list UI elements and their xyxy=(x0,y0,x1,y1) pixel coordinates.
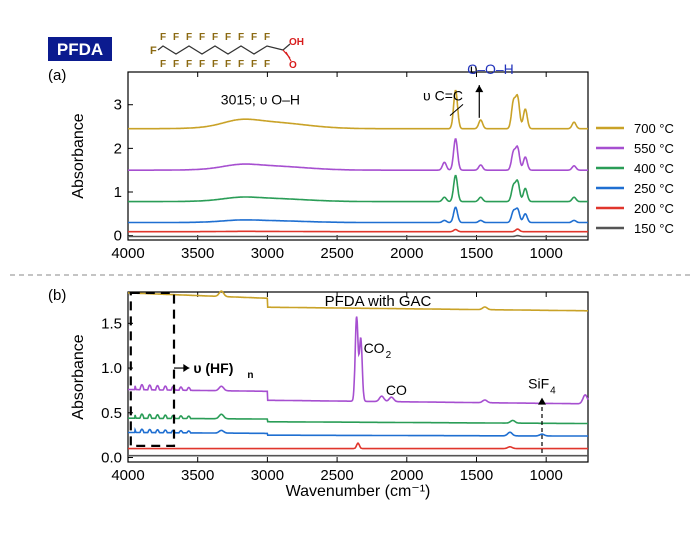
panel-label: (a) xyxy=(48,67,66,84)
series-line-b xyxy=(128,413,588,425)
series-line-a xyxy=(128,228,588,233)
annotation-sif4-sub: 4 xyxy=(550,386,556,397)
x-tick-label: 4000 xyxy=(111,245,144,262)
series-line-a xyxy=(128,138,588,171)
annotation-hf-sub: n xyxy=(247,370,253,381)
y-tick-label: 1.5 xyxy=(101,315,122,332)
x-tick-label: 1000 xyxy=(529,467,562,484)
y-tick-label: 2 xyxy=(114,140,122,157)
panel-a: 4000 3500 3000 2500 2000 1500 1000 0 1 2 3 Absorban… xyxy=(48,61,674,262)
x-tick-label: 3000 xyxy=(251,245,284,262)
molecule-f-bottom: F xyxy=(225,59,231,70)
series-line-b xyxy=(128,316,589,405)
molecule-f-top: F xyxy=(212,32,218,43)
annotation-cc: υ C=C xyxy=(423,87,463,103)
x-tick-label: 2000 xyxy=(390,245,423,262)
plot-frame xyxy=(127,291,589,463)
molecule-f-top: F xyxy=(199,32,205,43)
x-tick-label: 2500 xyxy=(320,467,353,484)
series-line-a xyxy=(128,89,588,130)
molecule-f-bottom: F xyxy=(199,59,205,70)
series-line-b xyxy=(128,427,588,437)
annotation-co: CO xyxy=(386,382,407,398)
series-line-b xyxy=(128,290,588,312)
legend-label: 200 °C xyxy=(634,201,674,216)
annotation-co2: CO xyxy=(364,340,385,356)
plot-frame xyxy=(127,71,589,241)
legend-label: 400 °C xyxy=(634,161,674,176)
x-tick-label: 1500 xyxy=(460,467,493,484)
molecule-f-top: F xyxy=(186,32,192,43)
legend-label: 700 °C xyxy=(634,121,674,136)
molecule-f-bottom: F xyxy=(238,59,244,70)
molecule-oh: OH xyxy=(289,37,304,48)
x-tick-label: 3000 xyxy=(251,467,284,484)
series-line-a xyxy=(128,174,588,203)
molecule-f-bottom: F xyxy=(186,59,192,70)
legend-label: 150 °C xyxy=(634,221,674,236)
molecule-f-bottom: F xyxy=(160,59,166,70)
y-tick-label: 1.0 xyxy=(101,360,122,377)
molecule-f-bottom: F xyxy=(264,59,270,70)
annotation-coh: C–O–H xyxy=(467,61,514,77)
molecule-f-top: F xyxy=(238,32,244,43)
y-tick-label: 0 xyxy=(114,228,122,245)
panel-b-title: PFDA with GAC xyxy=(325,293,432,310)
annotation-sif4: SiF xyxy=(528,376,549,392)
x-tick-label: 1000 xyxy=(529,245,562,262)
molecule-f-top: F xyxy=(251,32,257,43)
series-line-a xyxy=(128,206,588,224)
y-tick-label: 0.5 xyxy=(101,405,122,422)
molecule-f-top: F xyxy=(225,32,231,43)
annotation-co2-sub: 2 xyxy=(386,350,392,361)
x-tick-label: 1500 xyxy=(460,245,493,262)
y-tick-label: 1 xyxy=(114,184,122,201)
molecule-chain xyxy=(157,45,284,55)
molecule-f-bottom: F xyxy=(173,59,179,70)
y-tick-label: 0.0 xyxy=(101,450,122,467)
x-tick-label: 3500 xyxy=(181,467,214,484)
legend-label: 250 °C xyxy=(634,181,674,196)
molecule-fluorine-end: F xyxy=(150,45,157,57)
molecule-carbonyl-o: O xyxy=(289,60,297,71)
series-line-a xyxy=(128,234,588,238)
pfda-badge xyxy=(48,37,112,61)
annotation-cc-arrow xyxy=(449,103,464,117)
y-tick-label: 3 xyxy=(114,97,122,114)
x-tick-label: 2000 xyxy=(390,467,423,484)
series-line-b xyxy=(128,442,588,450)
y-axis-label: Absorbance xyxy=(70,113,87,198)
annotation-oh: 3015; υ O–H xyxy=(221,92,300,108)
molecule-f-bottom: F xyxy=(212,59,218,70)
y-axis-label: Absorbance xyxy=(70,334,87,419)
legend-label: 550 °C xyxy=(634,141,674,156)
molecule-f-top: F xyxy=(160,32,166,43)
x-axis-label: Wavenumber (cm⁻¹) xyxy=(286,483,431,500)
panel-label: (b) xyxy=(48,287,66,304)
x-tick-label: 4000 xyxy=(111,467,144,484)
pfda-badge-label: PFDA xyxy=(57,40,103,59)
annotation-hf: υ (HF) xyxy=(193,360,233,376)
annotation-coh-symbol: υ xyxy=(470,61,478,77)
panel-b: 4000 3500 3000 2500 2000 1500 1000 0.0 0.5 1.0 1.5… xyxy=(48,287,589,500)
molecule-f-top: F xyxy=(264,32,270,43)
hf-highlight-box xyxy=(129,291,176,447)
x-tick-label: 3500 xyxy=(181,245,214,262)
x-tick-label: 2500 xyxy=(320,245,353,262)
molecule-f-bottom: F xyxy=(251,59,257,70)
molecule-f-top: F xyxy=(173,32,179,43)
